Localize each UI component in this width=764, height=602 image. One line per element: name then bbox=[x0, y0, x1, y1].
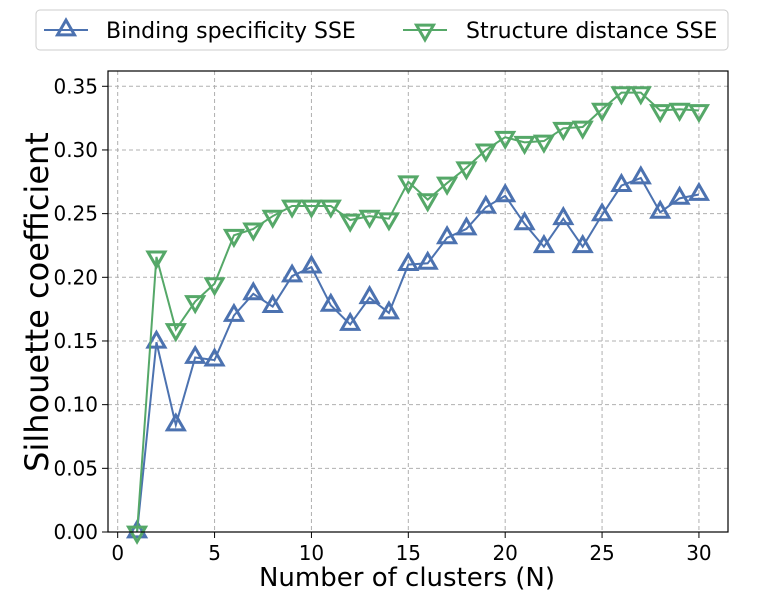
data-point bbox=[242, 222, 265, 242]
data-point bbox=[125, 525, 149, 545]
data-point bbox=[242, 281, 265, 301]
series-line bbox=[136, 91, 700, 533]
data-point bbox=[203, 277, 226, 297]
y-axis-label: Silhouette coefficient bbox=[18, 132, 56, 472]
data-point bbox=[435, 176, 459, 196]
x-tick-label: 5 bbox=[208, 541, 221, 565]
data-point bbox=[629, 86, 652, 106]
data-point bbox=[164, 323, 187, 343]
data-point bbox=[435, 225, 459, 245]
legend-box bbox=[35, 9, 729, 51]
y-tick-label: 0.25 bbox=[53, 202, 98, 226]
x-tick-label: 20 bbox=[492, 541, 517, 565]
legend: Binding specificity SSE Structure distan… bbox=[35, 9, 729, 51]
data-point bbox=[280, 199, 304, 219]
x-tick-label: 15 bbox=[396, 541, 421, 565]
data-point bbox=[513, 135, 536, 156]
data-point bbox=[649, 199, 672, 219]
data-point bbox=[668, 185, 691, 205]
plot-frame bbox=[107, 70, 729, 533]
data-point bbox=[610, 172, 633, 193]
data-point bbox=[261, 209, 284, 229]
y-tick-label: 0.35 bbox=[53, 74, 98, 98]
data-point bbox=[319, 199, 342, 219]
data-point bbox=[300, 254, 323, 274]
data-point bbox=[532, 134, 556, 154]
data-point bbox=[377, 300, 401, 320]
data-point bbox=[494, 130, 517, 151]
data-point bbox=[300, 199, 323, 219]
data-point bbox=[339, 311, 362, 331]
y-axis-ticks: 0.00 0.05 0.10 0.15 0.20 0.25 0.30 0.35 bbox=[53, 74, 108, 544]
x-tick-label: 10 bbox=[299, 541, 324, 565]
data-point bbox=[261, 293, 284, 313]
x-tick-label: 25 bbox=[589, 541, 614, 565]
data-point bbox=[532, 233, 556, 254]
data-point bbox=[125, 519, 149, 539]
x-axis-label: Number of clusters (N) bbox=[259, 563, 555, 593]
data-point bbox=[377, 212, 401, 232]
data-point bbox=[455, 216, 478, 236]
data-point bbox=[416, 193, 439, 213]
data-point bbox=[319, 292, 342, 312]
data-point bbox=[184, 295, 207, 315]
data-point bbox=[571, 120, 594, 140]
data-point bbox=[474, 143, 497, 163]
data-point bbox=[397, 175, 420, 195]
data-point bbox=[222, 228, 246, 249]
x-tick-label: 0 bbox=[111, 541, 124, 565]
data-point bbox=[145, 329, 168, 349]
x-axis-ticks: 0 5 10 15 20 25 30 bbox=[111, 532, 712, 565]
data-point bbox=[513, 210, 536, 231]
series-layer bbox=[125, 86, 711, 545]
data-point bbox=[590, 202, 614, 222]
data-point bbox=[687, 104, 711, 124]
data-point bbox=[184, 344, 207, 364]
data-point bbox=[494, 182, 517, 203]
legend-marker-binding-specificity bbox=[54, 17, 78, 37]
series-binding-specificity-sse bbox=[125, 165, 711, 539]
data-point bbox=[280, 263, 304, 283]
data-point bbox=[164, 412, 187, 432]
y-tick-label: 0.30 bbox=[53, 138, 98, 162]
data-point bbox=[668, 102, 691, 123]
y-tick-label: 0.15 bbox=[53, 329, 98, 353]
y-tick-label: 0.20 bbox=[53, 265, 98, 289]
data-point bbox=[552, 121, 575, 142]
data-point bbox=[687, 181, 711, 201]
data-point bbox=[145, 250, 168, 270]
series-structure-distance-sse bbox=[125, 86, 711, 545]
data-point bbox=[358, 284, 381, 305]
data-point bbox=[629, 165, 652, 185]
data-point bbox=[416, 250, 439, 270]
data-point bbox=[222, 302, 246, 322]
data-point bbox=[397, 251, 420, 271]
data-point bbox=[339, 213, 362, 233]
x-tick-label: 30 bbox=[686, 541, 711, 565]
legend-label-binding-specificity: Binding specificity SSE bbox=[106, 19, 356, 44]
legend-marker-structure-distance bbox=[413, 23, 437, 43]
y-tick-label: 0.10 bbox=[53, 393, 98, 417]
legend-label-structure-distance: Structure distance SSE bbox=[466, 19, 717, 44]
data-point bbox=[455, 161, 478, 181]
data-point bbox=[649, 104, 672, 124]
data-point bbox=[474, 194, 497, 214]
y-tick-label: 0.00 bbox=[53, 520, 98, 544]
data-point bbox=[610, 86, 633, 106]
data-point bbox=[552, 205, 575, 226]
data-point bbox=[203, 347, 226, 367]
data-point bbox=[358, 209, 381, 229]
y-tick-label: 0.05 bbox=[53, 456, 98, 480]
data-point bbox=[590, 102, 614, 123]
data-point bbox=[571, 233, 594, 254]
